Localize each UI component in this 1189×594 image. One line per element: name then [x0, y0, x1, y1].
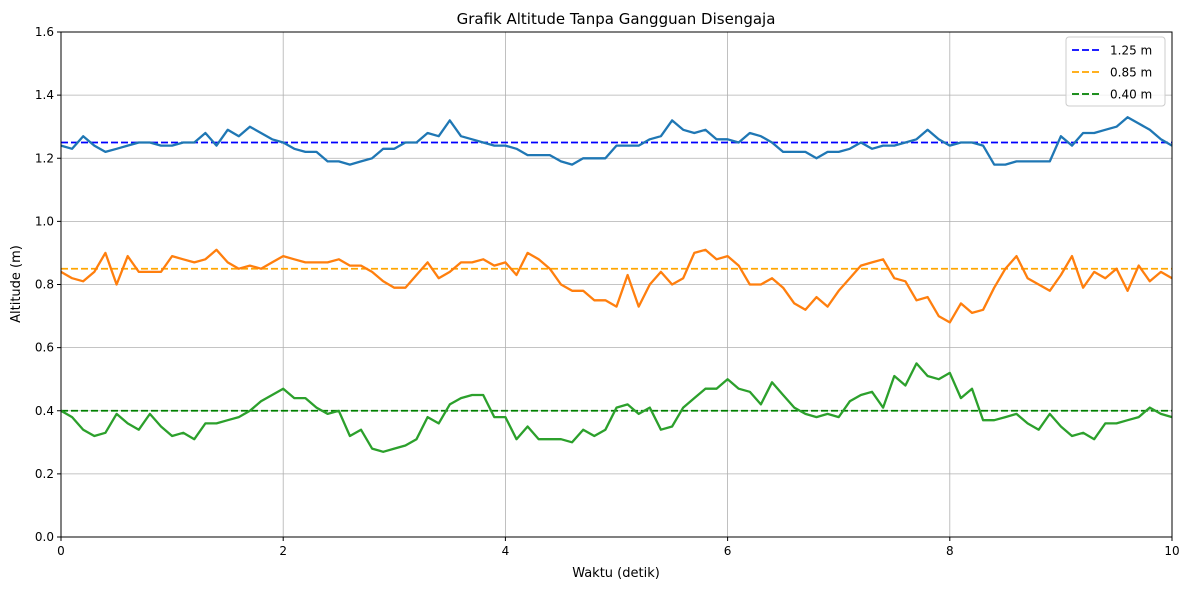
y-tick-label: 1.4 — [35, 88, 54, 102]
chart-title: Grafik Altitude Tanpa Gangguan Disengaja — [457, 10, 776, 28]
x-tick-label: 2 — [279, 544, 287, 558]
series-line-1 — [60, 248, 1173, 324]
y-axis: 0.0 0.2 0.4 0.6 0.8 1.0 1.2 1.4 1.6 — [35, 25, 61, 544]
x-tick-label: 8 — [946, 544, 954, 558]
y-tick-label: 0.4 — [35, 404, 54, 418]
y-tick-label: 0.8 — [35, 278, 54, 292]
legend: 1.25 m 0.85 m 0.40 m — [1065, 36, 1166, 107]
y-tick-label: 0.2 — [35, 467, 54, 481]
y-axis-label: Altitude (m) — [9, 245, 24, 323]
series-lines — [60, 116, 1173, 453]
x-axis: 0 2 4 6 8 10 — [57, 537, 1180, 558]
legend-label: 1.25 m — [1110, 44, 1152, 58]
legend-label: 0.85 m — [1110, 66, 1152, 80]
x-tick-label: 10 — [1164, 544, 1179, 558]
x-tick-label: 4 — [502, 544, 510, 558]
legend-box — [1065, 36, 1166, 107]
y-tick-label: 1.0 — [35, 214, 54, 228]
reference-lines — [61, 141, 1172, 412]
x-axis-label: Waktu (detik) — [572, 566, 660, 581]
x-tick-label: 0 — [57, 544, 65, 558]
legend-label: 0.40 m — [1110, 88, 1152, 102]
series-line-0 — [60, 116, 1173, 166]
series-line-2 — [60, 362, 1173, 453]
x-tick-label: 6 — [724, 544, 732, 558]
y-tick-label: 1.6 — [35, 25, 54, 39]
y-tick-label: 0.0 — [35, 530, 54, 544]
y-tick-label: 1.2 — [35, 151, 54, 165]
y-tick-label: 0.6 — [35, 341, 54, 355]
